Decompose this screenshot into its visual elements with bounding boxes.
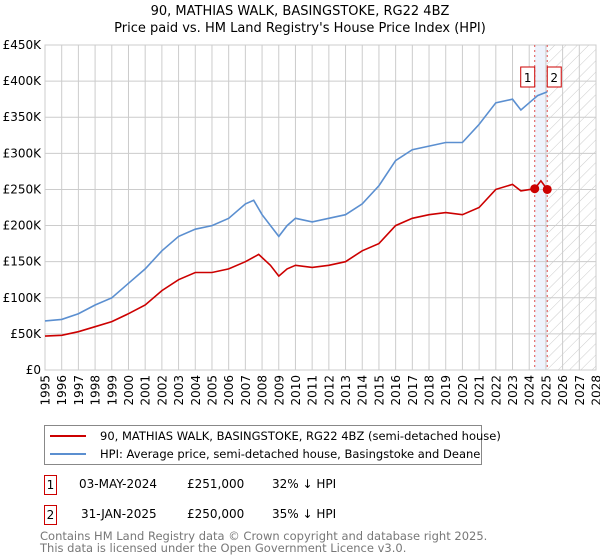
x-tick-label: 2006 (222, 375, 236, 406)
y-tick-label: £0 (26, 363, 41, 377)
y-tick-label: £300K (3, 146, 43, 160)
x-tick-label: 2001 (139, 375, 153, 406)
sale-point-2 (542, 184, 552, 194)
y-tick-label: £400K (3, 74, 43, 88)
x-tick-label: 1995 (39, 375, 53, 406)
price-chart: 1995 1996 1997 1998 1999 2000 2001 2002 2003 2004… (3, 38, 600, 406)
x-tick-label: 2013 (339, 375, 353, 406)
legend-swatch-property (50, 435, 86, 437)
sale-row-2: 2 31-JAN-2025 £250,000 35% ↓ HPI (44, 505, 544, 525)
y-tick-label: £50K (10, 327, 42, 341)
x-tick-label: 2028 (590, 375, 600, 406)
sale-row-1: 1 03-MAY-2024 £251,000 32% ↓ HPI (44, 475, 544, 495)
footer-line-2: This data is licensed under the Open Gov… (40, 541, 407, 555)
legend-swatch-hpi (50, 453, 86, 455)
x-tick-label: 2000 (122, 375, 136, 406)
x-tick-label: 2025 (539, 375, 553, 406)
x-tick-label: 2018 (423, 375, 437, 406)
x-tick-label: 2020 (456, 375, 470, 406)
x-tick-label: 2003 (172, 375, 186, 406)
x-tick-label: 2004 (189, 375, 203, 406)
y-tick-label: £150K (3, 255, 43, 269)
x-tick-label: 1997 (72, 375, 86, 406)
x-tick-label: 2017 (406, 375, 420, 406)
sale-price: £251,000 (187, 477, 245, 491)
legend-item-property: 90, MATHIAS WALK, BASINGSTOKE, RG22 4BZ … (45, 428, 501, 444)
sale-point-1 (530, 184, 540, 194)
x-tick-label: 2016 (389, 375, 403, 406)
sale-price: £250,000 (187, 507, 245, 521)
x-tick-label: 1996 (55, 375, 69, 406)
sale-row-badge: 2 (44, 505, 57, 525)
legend: 90, MATHIAS WALK, BASINGSTOKE, RG22 4BZ … (44, 425, 501, 465)
x-tick-label: 2005 (205, 375, 219, 406)
x-tick-label: 2012 (322, 375, 336, 406)
y-tick-label: £450K (3, 38, 43, 52)
sale-row-badge: 1 (44, 475, 57, 495)
property-line (44, 179, 548, 337)
sale-date: 03-MAY-2024 (79, 477, 158, 491)
x-tick-label: 2010 (289, 375, 303, 406)
sale-badge-1 (520, 66, 536, 88)
sale-delta: 35% ↓ HPI (272, 507, 337, 521)
x-tick-label: 2026 (556, 375, 570, 406)
footer-line-1: Contains HM Land Registry data © Crown c… (40, 529, 488, 543)
sale-delta: 32% ↓ HPI (272, 477, 337, 491)
x-tick-label: 2024 (523, 375, 537, 406)
x-tick-label: 2022 (489, 375, 503, 406)
x-tick-label: 2002 (155, 375, 169, 406)
chart-title: 90, MATHIAS WALK, BASINGSTOKE, RG22 4BZ (150, 4, 450, 19)
x-tick-label: 2027 (573, 375, 587, 406)
plot-frame (44, 44, 597, 371)
x-tick-label: 2009 (272, 375, 286, 406)
x-tick-label: 2023 (506, 375, 520, 406)
sale-badge-2 (546, 66, 562, 88)
y-tick-label: £350K (3, 110, 43, 124)
hpi-line (44, 91, 548, 322)
x-tick-label: 1998 (89, 375, 103, 406)
y-tick-label: £250K (3, 182, 43, 196)
x-tick-label: 2008 (256, 375, 270, 406)
forecast-hatch (547, 45, 596, 370)
x-tick-label: 2014 (356, 375, 370, 406)
sale-badge-label: 1 (524, 71, 532, 85)
legend-item-hpi: HPI: Average price, semi-detached house,… (45, 446, 480, 462)
x-tick-label: 1999 (105, 375, 119, 406)
x-tick-label: 2011 (306, 375, 320, 406)
y-tick-label: £200K (3, 219, 43, 233)
chart-subtitle: Price paid vs. HM Land Registry's House … (114, 21, 486, 36)
legend-label-property: 90, MATHIAS WALK, BASINGSTOKE, RG22 4BZ … (100, 429, 501, 443)
x-tick-label: 2021 (473, 375, 487, 406)
y-tick-label: £100K (3, 291, 43, 305)
x-tick-label: 2015 (372, 375, 386, 406)
sale-date: 31-JAN-2025 (81, 507, 157, 521)
legend-label-hpi: HPI: Average price, semi-detached house,… (100, 447, 481, 461)
x-tick-label: 2007 (239, 375, 253, 406)
x-tick-label: 2019 (439, 375, 453, 406)
footer: Contains HM Land Registry data © Crown c… (40, 530, 487, 554)
sale-period-band (534, 45, 548, 370)
sale-badge-label: 2 (550, 71, 558, 85)
